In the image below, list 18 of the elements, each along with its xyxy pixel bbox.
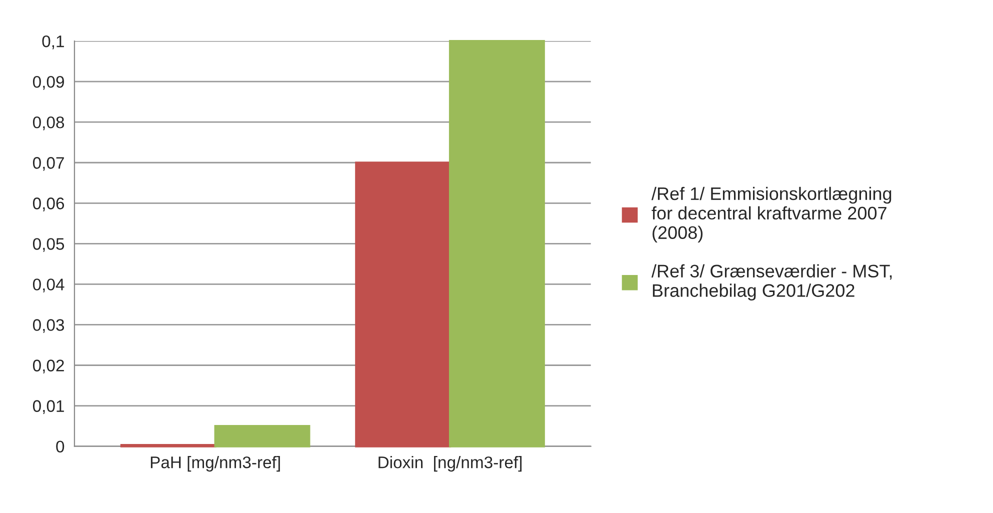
y-tick-label: 0	[56, 440, 64, 453]
y-tick-label: 0,09	[32, 76, 64, 90]
y-tick-label: 0,03	[32, 319, 64, 333]
y-tick-label: 0,07	[32, 157, 64, 171]
y-tick-label: 0,02	[32, 360, 64, 374]
bar	[214, 425, 310, 448]
y-tick-label: 0,1	[42, 35, 64, 50]
bar	[355, 162, 452, 448]
y-tick-label: 0,01	[32, 400, 64, 414]
y-tick-label: 0,06	[32, 198, 64, 212]
legend-label: /Ref 3/ Grænseværdier - MST, Branchebilag G201/G202	[651, 264, 892, 301]
y-tick-label: 0,05	[32, 238, 64, 252]
x-tick-label: PaH [mg/nm3-ref]	[150, 456, 280, 472]
y-tick-label: 0,08	[32, 116, 64, 130]
y-tick-label: 0,04	[32, 278, 64, 292]
legend-label: /Ref 1/ Emmisionskortlægning for decentral kraftvarme 2007 (2008)	[651, 186, 892, 243]
bar	[448, 40, 545, 448]
x-tick-label: Dioxin [ng/nm3-ref]	[378, 456, 522, 472]
